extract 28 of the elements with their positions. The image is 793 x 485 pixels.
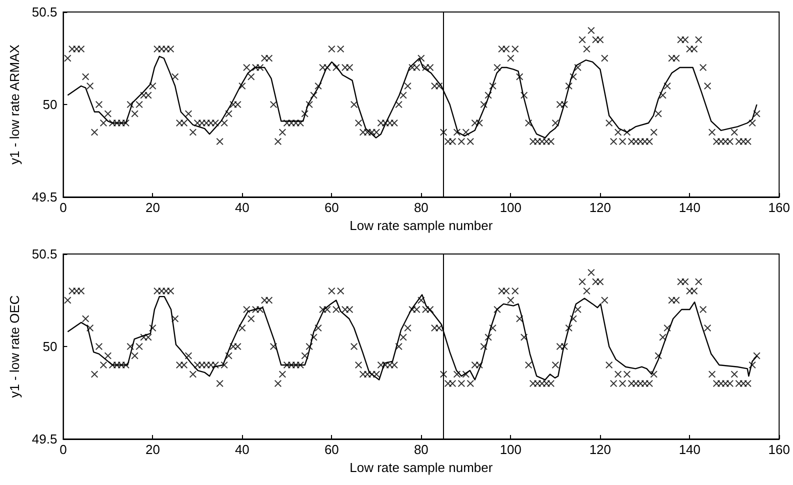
y-tick-label: 50.5 [32,246,58,262]
x-tick-label: 140 [678,442,701,457]
x-tick-label: 160 [768,442,790,457]
y-tick-label: 50 [42,97,58,112]
y-axis-title: y1 - low rate OEC [7,295,22,398]
y-tick-label: 50.5 [32,4,58,20]
x-tick-label: 20 [145,200,160,215]
y-axis-title: y1 - low rate ARMAX [7,44,22,164]
x-tick-label: 120 [589,200,612,215]
x-tick-label: 80 [414,200,428,215]
x-axis-title: Low rate sample number [350,460,494,475]
x-tick-label: 0 [60,200,67,215]
x-tick-label: 100 [500,200,522,215]
x-tick-label: 160 [768,200,790,215]
x-tick-label: 40 [234,200,250,215]
y-tick-label: 49.5 [32,190,58,204]
x-tick-label: 140 [678,200,701,215]
x-axis-title: Low rate sample number [350,218,494,233]
x-tick-label: 60 [324,200,339,215]
x-tick-label: 0 [60,442,67,457]
x-tick-label: 120 [589,442,612,457]
x-tick-label: 20 [145,442,160,457]
y-tick-label: 50 [42,339,58,354]
x-tick-label: 80 [414,442,428,457]
x-tick-label: 100 [500,442,522,457]
x-tick-label: 40 [234,442,250,457]
y-tick-label: 49.5 [32,432,58,446]
x-tick-label: 60 [324,442,339,457]
